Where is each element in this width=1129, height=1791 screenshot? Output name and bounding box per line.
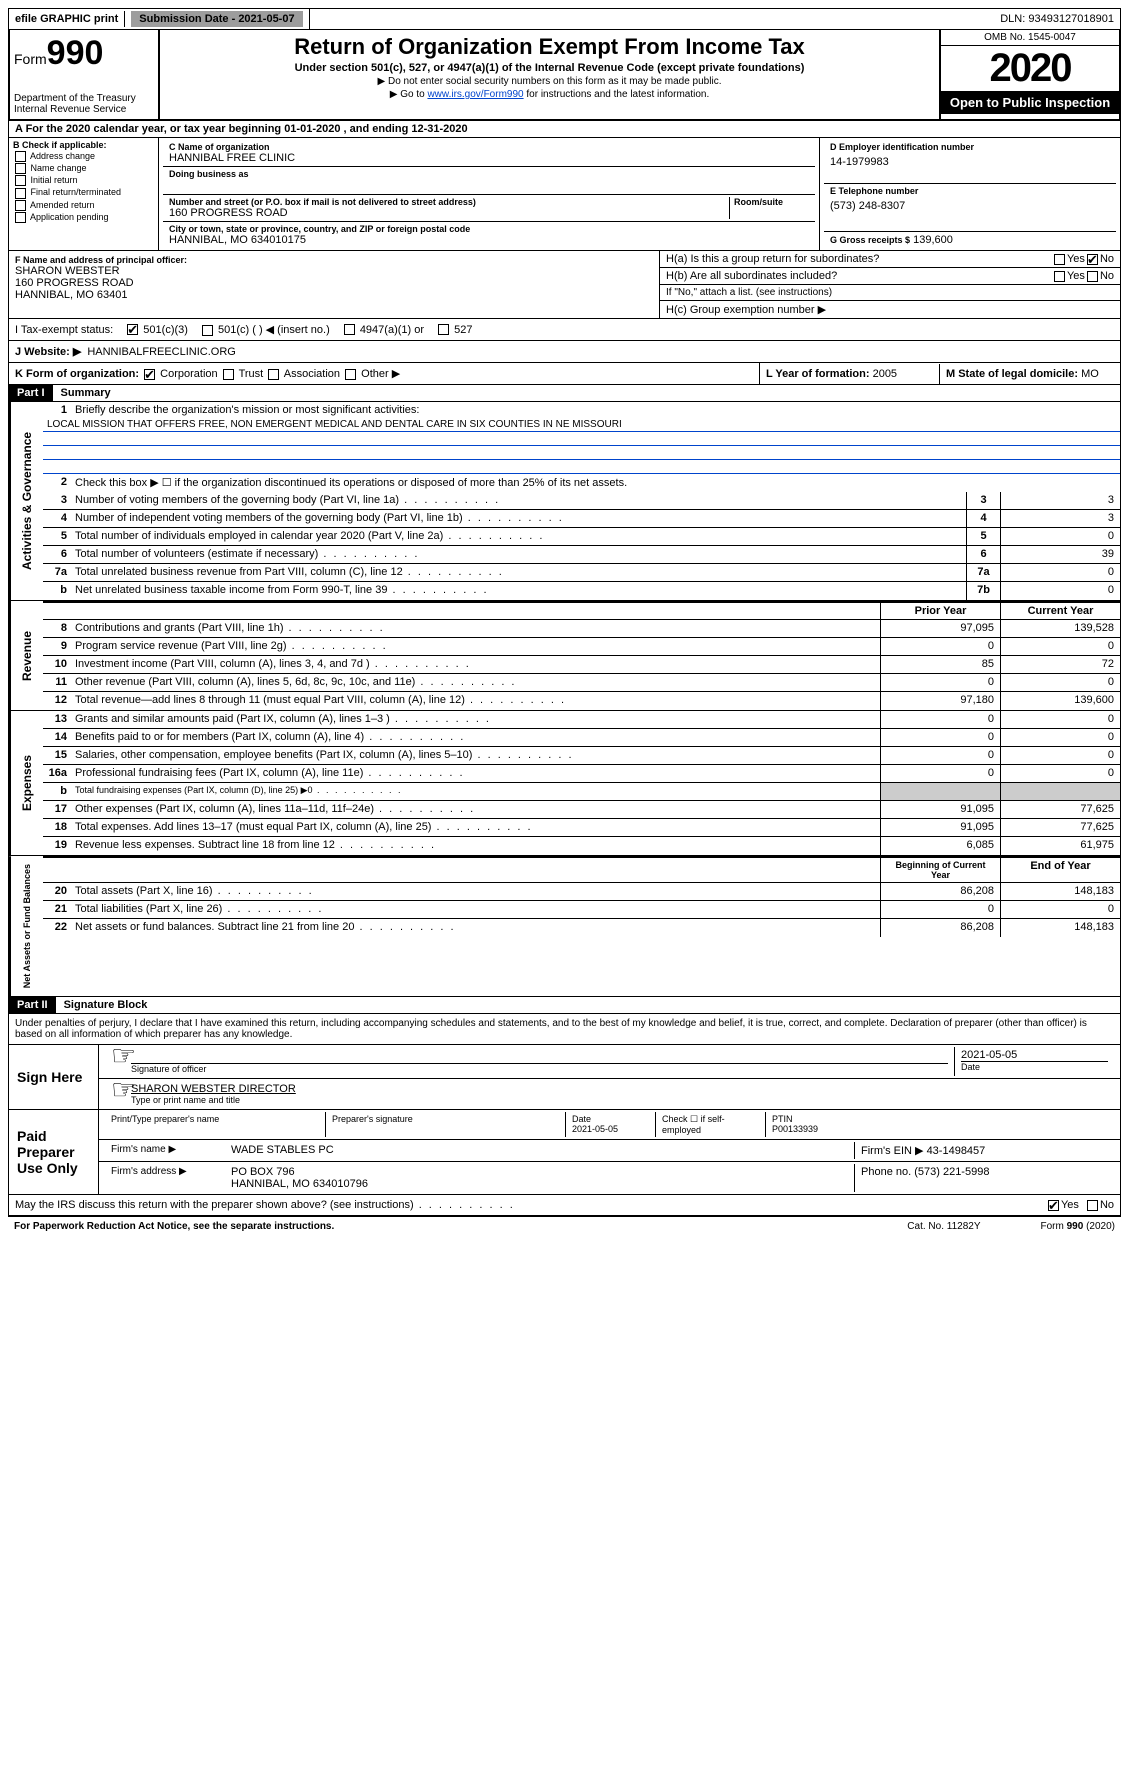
table-row: 16aProfessional fundraising fees (Part I… [43, 765, 1120, 783]
discuss-yes-checkbox[interactable] [1048, 1200, 1059, 1211]
sign-here-block: Sign Here ☞ Signature of officer 2021-05… [8, 1045, 1121, 1110]
submission-date-button[interactable]: Submission Date - 2021-05-07 [131, 11, 302, 27]
officer-name: SHARON WEBSTER [15, 265, 653, 277]
527-checkbox[interactable] [438, 324, 449, 335]
table-row: 6Total number of volunteers (estimate if… [43, 546, 1120, 564]
box-b-option: Initial return [13, 175, 154, 186]
table-row: 13Grants and similar amounts paid (Part … [43, 711, 1120, 729]
website-row: J Website: ▶ HANNIBALFREECLINIC.ORG [8, 341, 1121, 363]
table-row: 4Number of independent voting members of… [43, 510, 1120, 528]
table-row: 10Investment income (Part VIII, column (… [43, 656, 1120, 674]
dept-label: Department of the Treasury Internal Reve… [14, 93, 154, 115]
501c-checkbox[interactable] [202, 325, 213, 336]
box-b-option: Final return/terminated [13, 187, 154, 198]
part-1-title: Summary [53, 385, 119, 401]
form-title: Return of Organization Exempt From Incom… [168, 34, 931, 60]
org-city: HANNIBAL, MO 634010175 [169, 234, 809, 246]
efile-label: efile GRAPHIC print [9, 11, 125, 27]
org-name: HANNIBAL FREE CLINIC [169, 152, 809, 164]
tax-status-row: I Tax-exempt status: 501(c)(3) 501(c) ( … [8, 319, 1121, 341]
h-a-yes-checkbox[interactable] [1054, 254, 1065, 265]
form-header: Form990 Department of the Treasury Inter… [8, 30, 1121, 121]
year-formation: 2005 [873, 368, 897, 380]
expenses-section: Expenses 13Grants and similar amounts pa… [8, 711, 1121, 856]
state-domicile: MO [1081, 368, 1099, 380]
table-row: 17Other expenses (Part IX, column (A), l… [43, 801, 1120, 819]
table-row: 11Other revenue (Part VIII, column (A), … [43, 674, 1120, 692]
h-b-no-checkbox[interactable] [1087, 271, 1098, 282]
box-c: C Name of organization HANNIBAL FREE CLI… [159, 138, 820, 250]
firm-phone: (573) 221-5998 [914, 1166, 989, 1178]
table-row: 7aTotal unrelated business revenue from … [43, 564, 1120, 582]
box-d-e-g: D Employer identification number 14-1979… [820, 138, 1120, 250]
instructions-link[interactable]: www.irs.gov/Form990 [427, 89, 523, 100]
page-footer: For Paperwork Reduction Act Notice, see … [8, 1216, 1121, 1236]
form-note-1: ▶ Do not enter social security numbers o… [168, 76, 931, 87]
gross-receipts: 139,600 [913, 234, 953, 246]
mission-statement: LOCAL MISSION THAT OFFERS FREE, NON EMER… [43, 418, 1120, 432]
tax-year: 2020 [941, 46, 1119, 91]
dln-label: DLN: 93493127018901 [994, 11, 1120, 27]
table-row: 21Total liabilities (Part X, line 26)00 [43, 901, 1120, 919]
omb-number: OMB No. 1545-0047 [941, 30, 1119, 46]
firm-name: WADE STABLES PC [225, 1142, 854, 1159]
telephone: (573) 248-8307 [830, 200, 1110, 212]
table-row: 9Program service revenue (Part VIII, lin… [43, 638, 1120, 656]
corp-checkbox[interactable] [144, 369, 155, 380]
501c3-checkbox[interactable] [127, 324, 138, 335]
part-1-header: Part I [9, 385, 53, 401]
table-row: 12Total revenue—add lines 8 through 11 (… [43, 692, 1120, 710]
signer-name: SHARON WEBSTER DIRECTOR [131, 1083, 1108, 1095]
table-row: bNet unrelated business taxable income f… [43, 582, 1120, 600]
trust-checkbox[interactable] [223, 369, 234, 380]
form-note-2: ▶ Go to www.irs.gov/Form990 for instruct… [168, 89, 931, 100]
ptin: P00133939 [772, 1124, 818, 1134]
officer-group-block: F Name and address of principal officer:… [8, 251, 1121, 319]
revenue-section: Revenue Prior Year Current Year 8Contrib… [8, 601, 1121, 711]
h-a-no-checkbox[interactable] [1087, 254, 1098, 265]
paid-preparer-block: Paid Preparer Use Only Print/Type prepar… [8, 1110, 1121, 1195]
table-row: 14Benefits paid to or for members (Part … [43, 729, 1120, 747]
table-row: 22Net assets or fund balances. Subtract … [43, 919, 1120, 937]
tax-period: A For the 2020 calendar year, or tax yea… [8, 121, 1121, 138]
box-b: B Check if applicable: Address change Na… [9, 138, 159, 250]
ein: 14-1979983 [830, 156, 1110, 168]
other-checkbox[interactable] [345, 369, 356, 380]
discuss-row: May the IRS discuss this return with the… [8, 1195, 1121, 1216]
top-bar: efile GRAPHIC print Submission Date - 20… [8, 8, 1121, 30]
net-assets-section: Net Assets or Fund Balances Beginning of… [8, 856, 1121, 997]
table-row: 19Revenue less expenses. Subtract line 1… [43, 837, 1120, 855]
table-row: 15Salaries, other compensation, employee… [43, 747, 1120, 765]
h-b-yes-checkbox[interactable] [1054, 271, 1065, 282]
firm-ein: 43-1498457 [927, 1145, 986, 1157]
form-number: 990 [47, 34, 104, 72]
org-address: 160 PROGRESS ROAD [169, 207, 729, 219]
identity-block: B Check if applicable: Address change Na… [8, 138, 1121, 251]
box-b-option: Address change [13, 151, 154, 162]
table-row: bTotal fundraising expenses (Part IX, co… [43, 783, 1120, 801]
form-prefix: Form [14, 51, 47, 67]
table-row: 5Total number of individuals employed in… [43, 528, 1120, 546]
table-row: 3Number of voting members of the governi… [43, 492, 1120, 510]
website: HANNIBALFREECLINIC.ORG [87, 346, 236, 358]
table-row: 20Total assets (Part X, line 16)86,20814… [43, 883, 1120, 901]
table-row: 8Contributions and grants (Part VIII, li… [43, 620, 1120, 638]
discuss-no-checkbox[interactable] [1087, 1200, 1098, 1211]
4947-checkbox[interactable] [344, 324, 355, 335]
activities-governance-section: Activities & Governance 1Briefly describ… [8, 402, 1121, 601]
box-b-option: Amended return [13, 200, 154, 211]
part-2-title: Signature Block [56, 997, 156, 1013]
assoc-checkbox[interactable] [268, 369, 279, 380]
box-b-option: Application pending [13, 212, 154, 223]
open-public-badge: Open to Public Inspection [941, 91, 1119, 114]
box-b-option: Name change [13, 163, 154, 174]
form-subtitle: Under section 501(c), 527, or 4947(a)(1)… [168, 62, 931, 74]
table-row: 18Total expenses. Add lines 13–17 (must … [43, 819, 1120, 837]
penalty-statement: Under penalties of perjury, I declare th… [8, 1014, 1121, 1045]
part-2-header: Part II [9, 997, 56, 1013]
